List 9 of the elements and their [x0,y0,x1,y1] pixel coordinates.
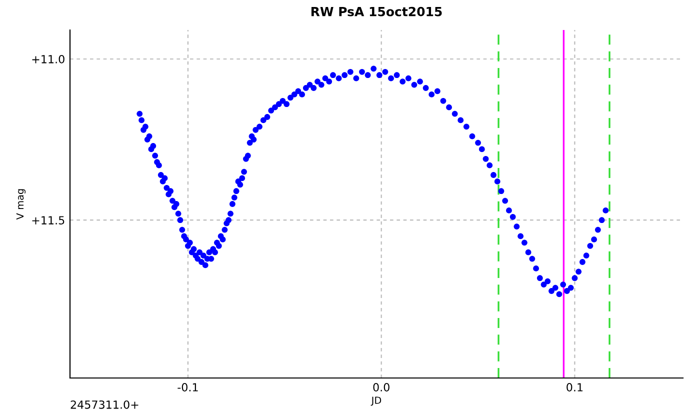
y-tick-label: +11.5 [32,216,64,224]
text: 2457311.0+ [70,400,138,409]
y-tick-label: +11.0 [32,54,64,64]
x-tick-label: -0.1 [178,383,198,392]
x-axis-title: JD [370,396,382,406]
y-axis-title: V mag [16,189,26,220]
chart-title: RW PsA 15oct2015 [311,6,442,16]
x-tick-label: 0.1 [566,383,583,392]
x-tick-label: 0.0 [373,383,390,392]
